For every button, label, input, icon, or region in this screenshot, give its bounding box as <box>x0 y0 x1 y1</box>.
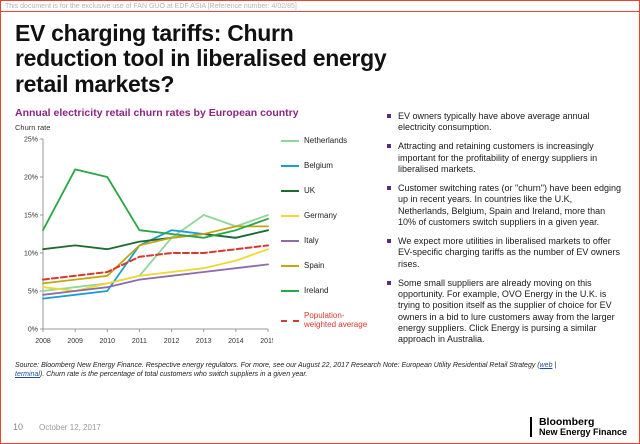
bullet-item: Some small suppliers are already moving … <box>387 278 625 346</box>
page-title-line-2: reduction tool in liberalised energy <box>15 45 387 72</box>
legend-swatch <box>281 290 299 293</box>
svg-text:2012: 2012 <box>164 338 180 345</box>
legend-label: Germany <box>304 210 337 220</box>
footer-date: October 12, 2017 <box>39 422 101 432</box>
legend-item: Netherlands <box>281 135 373 145</box>
bnef-logo-line-2: New Energy Finance <box>538 426 627 437</box>
svg-text:2009: 2009 <box>67 338 83 345</box>
legend-swatch <box>281 190 299 193</box>
svg-text:5%: 5% <box>28 288 38 295</box>
series-line <box>42 225 269 285</box>
legend-item: Germany <box>281 210 373 220</box>
page-title-line-1: EV charging tariffs: Churn <box>15 20 294 46</box>
bnef-logo-line-1: Bloomberg <box>538 415 595 428</box>
svg-text:2013: 2013 <box>196 338 212 345</box>
svg-text:25%: 25% <box>24 136 38 143</box>
chart-column: Annual electricity retail churn rates by… <box>15 97 373 354</box>
legend-item: Spain <box>281 261 373 271</box>
svg-text:2015: 2015 <box>260 338 273 345</box>
legend-item: Population-weighted average <box>281 311 373 329</box>
legend-label: Belgium <box>304 160 333 170</box>
legend-label: UK <box>304 185 316 195</box>
chart-area: 0% 5% 10% 15% 20% 25% 2008 2009 2010 2011 2012 2013… <box>15 133 373 347</box>
svg-text:2014: 2014 <box>228 338 244 345</box>
legend-item: Belgium <box>281 160 373 170</box>
content-columns: Annual electricity retail churn rates by… <box>1 97 639 354</box>
source-link-separator: | <box>552 362 557 370</box>
bullet-item: We expect more utilities in liberalised … <box>387 236 625 270</box>
bnef-logo: Bloomberg New Energy Finance <box>529 415 627 438</box>
web-link[interactable]: web <box>539 362 553 370</box>
churn-line-chart: 0% 5% 10% 15% 20% 25% 2008 2009 2010 2011 2012 2013… <box>24 136 273 345</box>
series-line <box>42 244 269 281</box>
legend-swatch <box>281 165 299 168</box>
legend-item: UK <box>281 185 373 195</box>
legend-swatch <box>281 265 299 268</box>
source-note: Source: Bloomberg New Energy Finance. Re… <box>15 361 575 379</box>
svg-text:0%: 0% <box>28 326 38 333</box>
bullet-list: EV owners typically have above average a… <box>387 111 625 346</box>
svg-text:15%: 15% <box>24 212 38 219</box>
series-line <box>42 213 269 292</box>
page-number: 10 <box>13 422 24 432</box>
svg-text:2010: 2010 <box>99 338 115 345</box>
page-title-line-3: retail markets? <box>15 70 175 97</box>
terminal-link[interactable]: terminal <box>15 371 40 379</box>
series-line <box>42 263 269 296</box>
legend-swatch <box>281 240 299 243</box>
series-line <box>42 229 269 250</box>
footer: 10 October 12, 2017 Bloomberg New Energy… <box>1 411 639 443</box>
legend-label: Netherlands <box>304 135 348 145</box>
svg-text:2011: 2011 <box>132 338 147 345</box>
chart-legend: Netherlands Belgium UK Germany Italy Spain Ire… <box>281 135 373 329</box>
legend-label: Spain <box>304 261 325 271</box>
y-axis-label: Churn rate <box>15 122 51 132</box>
legend-label: Population-weighted average <box>304 311 368 329</box>
legend-label: Ireland <box>304 286 329 296</box>
legend-swatch <box>281 140 299 143</box>
chart-title: Annual electricity retail churn rates by… <box>15 106 299 119</box>
bullet-item: EV owners typically have above average a… <box>387 111 625 134</box>
bullet-item: Attracting and retaining customers is in… <box>387 141 625 175</box>
legend-swatch <box>281 215 299 218</box>
bullets-column: EV owners typically have above average a… <box>373 97 629 354</box>
page-title: EV charging tariffs: Churn reduction too… <box>15 20 625 97</box>
svg-text:2008: 2008 <box>35 338 51 345</box>
source-text-suffix: ). Churn rate is the percentage of total… <box>39 371 308 379</box>
source-text-prefix: Source: Bloomberg New Energy Finance. Re… <box>15 362 540 370</box>
series-line <box>42 168 269 239</box>
legend-item: Italy <box>281 236 373 246</box>
legend-label: Italy <box>304 236 319 246</box>
svg-text:20%: 20% <box>24 174 38 181</box>
bullet-item: Customer switching rates (or "churn") ha… <box>387 183 625 228</box>
legend-swatch <box>281 319 299 322</box>
legend-item: Ireland <box>281 286 373 296</box>
svg-text:10%: 10% <box>24 250 38 257</box>
confidential-notice: This document is for the exclusive use o… <box>1 1 639 12</box>
